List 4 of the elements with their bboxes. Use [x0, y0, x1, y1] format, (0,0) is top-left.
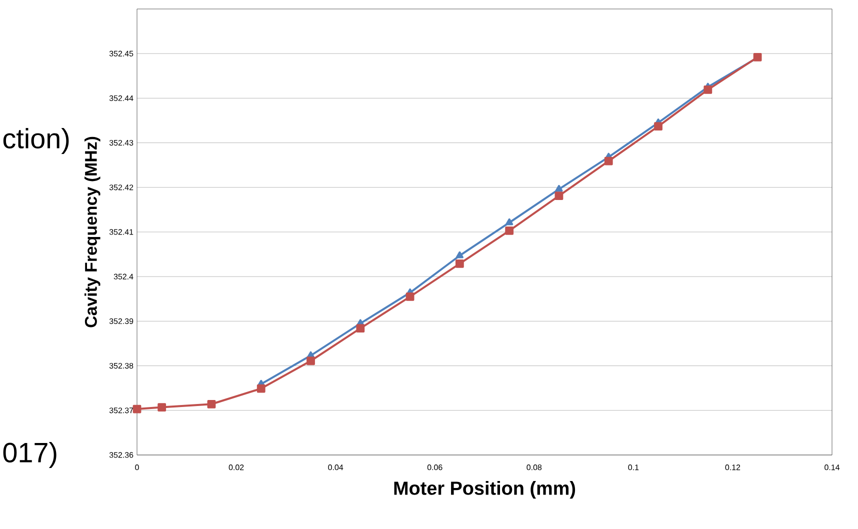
text: 017): [3, 442, 56, 468]
y-axis-title: Cavity Frequency (MHz): [84, 136, 100, 328]
text: ction): [3, 128, 69, 154]
x-axis-title: Moter Position (mm): [394, 480, 576, 499]
